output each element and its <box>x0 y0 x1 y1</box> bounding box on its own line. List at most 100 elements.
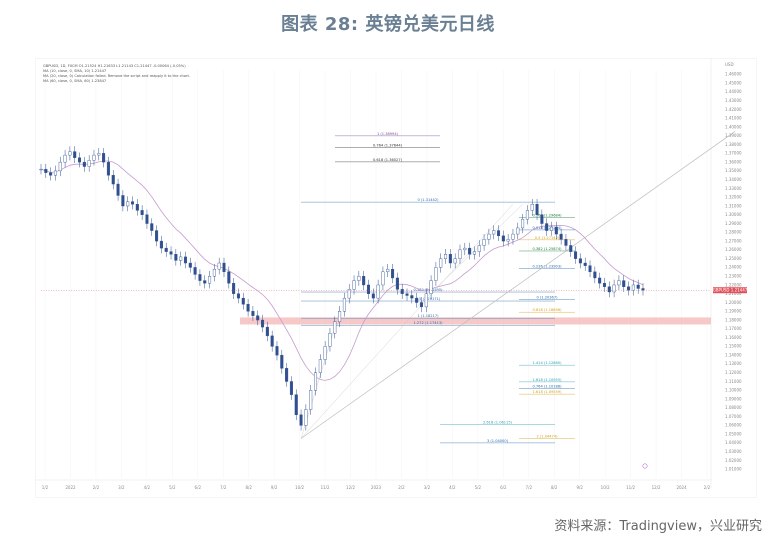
candle-body <box>415 297 419 303</box>
candle-body <box>73 151 77 158</box>
x-tick-label: 10/2 <box>601 485 610 490</box>
fib-level-label: 0.382 (1.25874) <box>532 247 562 251</box>
candle-body <box>203 280 207 284</box>
y-tick-label: 1.42000 <box>725 107 742 112</box>
x-axis: 1/2 2022 2/2 3/2 4/2 5/2 6/2 7/2 8/2 9/2 10/2 11/2 1… <box>42 463 711 490</box>
y-tick-label: 1.05000 <box>725 431 742 436</box>
trend-line-long <box>300 131 736 439</box>
legend-line: MA (10, close, 0, SMA, 10) 1.21447 <box>43 69 106 73</box>
candle-body <box>501 235 505 242</box>
x-tick-label: 1/2 <box>42 485 49 490</box>
candle-body <box>92 154 96 161</box>
candle-body <box>323 346 327 360</box>
candle-body <box>313 372 318 391</box>
y-tick-label: 1.28000 <box>725 230 742 235</box>
y-tick-label: 1.40000 <box>725 124 742 129</box>
source-note: 资料来源：Tradingview，兴业研究 <box>554 519 762 534</box>
x-tick-label: 4/2 <box>144 485 151 490</box>
fibonacci-levels: 1 (1.38994) 0.764 (1.37644) 0.618 (1.36027… <box>301 132 575 444</box>
candle-body <box>275 346 279 356</box>
candle-body <box>636 284 640 289</box>
candle-body <box>261 319 265 328</box>
y-tick-label: 1.45000 <box>725 80 742 85</box>
fib-level-label: 0 (1.20367) <box>536 295 558 299</box>
candle-body <box>193 267 197 275</box>
candle-body <box>135 204 139 211</box>
candles <box>39 146 645 431</box>
candle-body <box>357 275 361 281</box>
candle-body <box>424 293 428 308</box>
y-tick-label: 1.46000 <box>725 72 742 77</box>
fib-level-label: 0.764 (1.10188) <box>532 385 562 389</box>
candle-body <box>578 258 582 264</box>
currency-label: USD <box>725 62 734 67</box>
y-tick-label: 1.23000 <box>725 273 742 278</box>
y-tick-label: 1.36000 <box>725 159 742 164</box>
y-tick-label: 1.09000 <box>725 396 742 401</box>
candle-body <box>102 153 106 163</box>
candle-body <box>371 293 375 299</box>
x-tick-label: 6/2 <box>500 485 507 490</box>
candle-body <box>347 289 351 299</box>
x-tick-label: 3/2 <box>118 485 125 490</box>
candle-body <box>246 304 250 312</box>
candle-body <box>299 414 303 426</box>
x-tick-label: 5/2 <box>169 485 176 490</box>
candle-body <box>472 251 476 255</box>
y-tick-label: 1.08000 <box>725 405 742 410</box>
trend-line-short <box>300 204 514 439</box>
candle-body <box>212 268 216 277</box>
x-tick-label: 3/2 <box>424 485 431 490</box>
y-tick-label: 1.10000 <box>725 388 742 393</box>
candle-body <box>583 262 587 266</box>
fib-level-label: 0.618 (1.18896) <box>532 308 562 312</box>
candle-body <box>236 293 240 299</box>
y-tick-label: 1.02000 <box>725 458 742 463</box>
y-tick-label: 1.35000 <box>725 168 742 173</box>
fib-level-label: 0.5 (1.20171) <box>416 297 441 301</box>
y-tick-label: 1.06000 <box>725 423 742 428</box>
y-tick-label: 1.32000 <box>725 195 742 200</box>
candle-body <box>492 230 496 235</box>
candle-body <box>559 233 563 240</box>
legend-line: GBPUSD, 1D, FXCM O1.21524 H1.21633 L1.21… <box>43 64 186 68</box>
candle-body <box>511 233 515 240</box>
candle-body <box>362 275 366 286</box>
candle-body <box>188 262 192 268</box>
candle-body <box>289 381 293 395</box>
candle-body <box>525 210 529 220</box>
candle-body <box>540 214 544 224</box>
y-tick-label: 1.41000 <box>725 116 742 121</box>
candle-body <box>622 280 626 287</box>
candle-body <box>641 288 645 291</box>
candle-body <box>97 153 101 156</box>
candle-body <box>222 262 226 273</box>
x-tick-label: 2/2 <box>704 485 711 490</box>
candle-body <box>395 277 399 290</box>
fib-level-label: 1 (1.18217) <box>417 314 439 318</box>
candle-body <box>593 271 597 279</box>
candle-body <box>126 201 130 207</box>
candle-body <box>569 245 573 252</box>
candle-body <box>150 223 154 231</box>
price-tag-group: GBPUSD 1.21447 <box>41 287 748 294</box>
candle-body <box>53 170 57 176</box>
candle-body <box>270 335 274 347</box>
candle-body <box>227 271 231 284</box>
candle-body <box>453 258 457 264</box>
candle-body <box>39 168 43 171</box>
candle-body <box>405 293 409 296</box>
candle-body <box>352 280 356 290</box>
candle-body <box>208 275 212 284</box>
x-tick-label: 11/2 <box>626 485 635 490</box>
candle-body <box>333 321 337 334</box>
y-tick-label: 1.22000 <box>725 282 742 287</box>
legend: GBPUSD, 1D, FXCM O1.21524 H1.21633 L1.21… <box>43 64 190 83</box>
candle-body <box>111 175 115 185</box>
y-tick-label: 1.15000 <box>725 344 742 349</box>
candle-body <box>155 230 159 242</box>
fib-level-label: 3 (1.04000) <box>487 439 509 443</box>
y-tick-label: 1.14000 <box>725 352 742 357</box>
candle-body <box>463 247 467 251</box>
legend-line: MA (60, close, 0, SMA, 60) 1.23847 <box>43 79 106 83</box>
